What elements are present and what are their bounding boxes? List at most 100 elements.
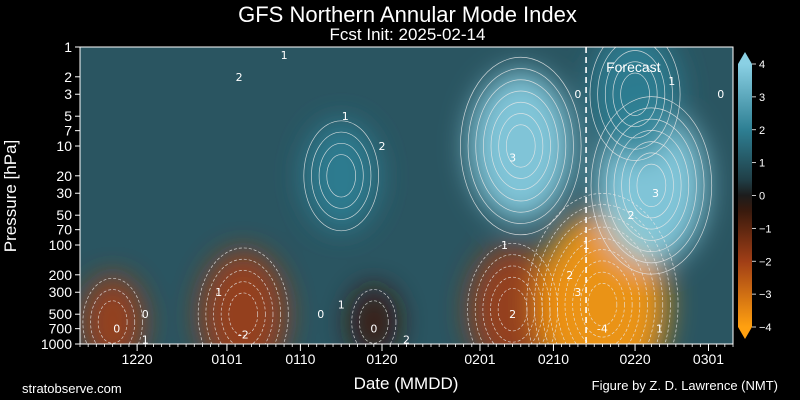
y-tick-label-3: 5	[64, 108, 72, 124]
contour-label-18: -2	[238, 328, 249, 341]
y-tick-label-15: 1000	[41, 336, 72, 352]
contour-lines	[82, 47, 713, 344]
contour-3-3	[490, 101, 551, 191]
anomaly-7	[80, 275, 146, 344]
contour-6-3	[311, 131, 372, 220]
contour-5-5	[589, 47, 681, 161]
contour-label-17: 1	[215, 286, 222, 299]
forecast-label: Forecast	[606, 59, 661, 75]
contour-label-13: 3	[574, 286, 581, 299]
colorbar-extend-top	[738, 52, 752, 64]
contour-3-5	[475, 79, 567, 213]
contour-3-2	[498, 113, 544, 179]
contour-0-2	[220, 281, 266, 344]
x-tick-label-0: 1220	[122, 351, 153, 367]
contour-label-10: 1	[501, 239, 508, 252]
contour-3-6	[467, 68, 574, 224]
contour-5-3	[604, 50, 666, 139]
colorbar-tick-label-8: −4	[759, 322, 772, 334]
contour-2-6	[549, 226, 656, 344]
contour-label-14: 2	[509, 308, 516, 321]
contour-label-15: -4	[597, 323, 608, 336]
colorbar-tick-label-7: −3	[759, 289, 772, 301]
contour-label-21: 1	[142, 333, 149, 346]
contour-4-1	[636, 163, 667, 207]
contour-3-1	[505, 124, 536, 168]
y-tick-label-11: 200	[49, 267, 73, 283]
colorbar: 4 3 2 1 0 −1 −2 −3 −4	[738, 52, 772, 339]
contour-2-9	[526, 193, 679, 344]
y-tick-label-14: 700	[49, 321, 73, 337]
y-tick-label-10: 100	[49, 237, 73, 253]
heatmap-anomalies	[80, 47, 707, 344]
x-tick-label-3: 0120	[366, 351, 397, 367]
contour-label-4: 3	[509, 151, 516, 164]
contour-4-5	[605, 118, 697, 252]
colorbar-extend-bottom	[738, 327, 752, 339]
contour-5-1	[620, 72, 650, 116]
x-tick-label-5: 0210	[538, 351, 569, 367]
y-tick-label-2: 3	[64, 86, 72, 102]
contour-5-2	[612, 61, 658, 128]
contour-0-3	[213, 270, 274, 344]
anomaly-5	[589, 47, 681, 160]
contour-2-7	[541, 215, 664, 344]
anomaly-0	[198, 250, 288, 344]
contour-label-19: 0	[142, 308, 149, 321]
contour-label-12: 2	[566, 269, 573, 282]
contour-4-3	[621, 141, 682, 230]
contour-6-4	[303, 120, 379, 232]
x-tick-label-4: 0201	[464, 351, 495, 367]
contour-2-5	[557, 238, 648, 344]
contour-6-2	[318, 142, 364, 209]
x-tick-label-2: 0110	[285, 351, 315, 367]
contour-label-3: 2	[379, 140, 386, 153]
contour-8-1	[359, 300, 389, 344]
anomaly-8	[349, 286, 399, 344]
y-tick-label-8: 50	[56, 207, 72, 223]
contour-4-2	[628, 152, 674, 219]
contour-label-23: 0	[317, 308, 324, 321]
y-tick-label-5: 10	[56, 138, 72, 154]
x-axis-ticks: 1220 0101 0110 0120 0201 0210 0220 0301	[79, 344, 734, 367]
contour-label-11: 1	[583, 239, 590, 252]
source-credit: stratobserve.com	[22, 381, 122, 396]
y-tick-label-6: 20	[56, 168, 72, 184]
y-tick-label-13: 500	[49, 306, 73, 322]
contour-4-7	[590, 96, 713, 275]
contour-7-2	[90, 289, 136, 344]
colorbar-tick-label-6: −2	[759, 256, 772, 268]
y-tick-label-4: 7	[64, 123, 72, 139]
colorbar-tick-label-3: 1	[759, 158, 765, 170]
x-axis-label: Date (MMDD)	[354, 374, 459, 393]
contour-5-4	[597, 47, 673, 150]
contour-label-20: 0	[113, 323, 120, 336]
contour-2-3	[572, 260, 633, 344]
y-tick-label-1: 2	[64, 69, 72, 85]
anomaly-3	[468, 71, 573, 221]
colorbar-gradient	[738, 64, 752, 327]
contour-label-24: 0	[370, 323, 377, 336]
contour-label-22: 1	[338, 299, 345, 312]
author-credit: Figure by Z. D. Lawrence (NMT)	[591, 378, 778, 393]
contour-4-6	[598, 107, 705, 264]
contour-label-8: 3	[652, 187, 659, 200]
colorbar-tick-label-5: −1	[759, 223, 772, 235]
contour-label-0: 2	[236, 71, 243, 84]
contour-8-2	[351, 289, 397, 344]
contour-6-1	[326, 154, 356, 198]
colorbar-tick-label-4: 0	[759, 191, 765, 203]
y-tick-label-12: 300	[49, 284, 73, 300]
contour-7-3	[82, 277, 143, 344]
contour-4-4	[613, 130, 690, 241]
contour-label-16: 1	[656, 323, 663, 336]
y-tick-label-7: 30	[56, 185, 72, 201]
chart-title: GFS Northern Annular Mode Index	[238, 2, 577, 27]
contour-label-9: 2	[627, 209, 634, 222]
contour-label-25: 2	[403, 333, 410, 346]
anomaly-6	[303, 121, 380, 231]
contour-2-8	[534, 204, 671, 344]
